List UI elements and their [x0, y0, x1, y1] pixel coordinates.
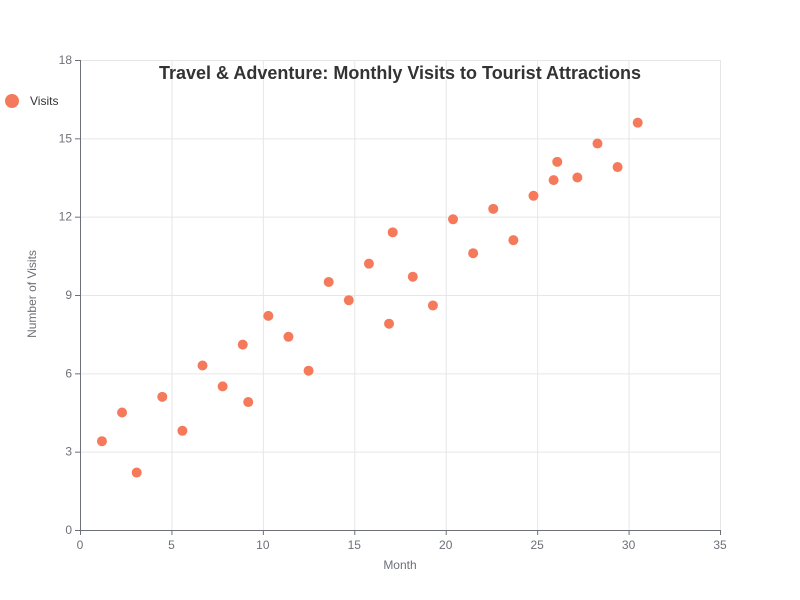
data-point[interactable]: [157, 391, 168, 402]
data-point[interactable]: [131, 467, 142, 478]
y-tick-label: 0: [65, 523, 72, 537]
x-tick-label: 5: [168, 538, 175, 552]
data-point[interactable]: [387, 227, 398, 238]
data-point[interactable]: [263, 310, 274, 321]
data-point[interactable]: [548, 175, 559, 186]
y-tick-label: 15: [59, 131, 73, 145]
y-tick-label: 9: [65, 288, 72, 302]
data-point[interactable]: [488, 203, 499, 214]
data-point[interactable]: [448, 214, 459, 225]
data-point[interactable]: [592, 138, 603, 149]
grid: [80, 60, 721, 531]
y-tick-label: 18: [59, 53, 73, 67]
legend-label-visits: Visits: [30, 94, 58, 108]
data-point[interactable]: [303, 365, 314, 376]
data-point[interactable]: [612, 162, 623, 173]
data-point[interactable]: [217, 381, 228, 392]
chart-title: Travel & Adventure: Monthly Visits to To…: [159, 63, 641, 83]
y-axis-label: Number of Visits: [25, 250, 39, 338]
data-point[interactable]: [243, 397, 254, 408]
data-point[interactable]: [237, 339, 248, 350]
data-point[interactable]: [96, 436, 107, 447]
x-tick-label: 30: [622, 538, 636, 552]
y-tick-label: 12: [59, 210, 73, 224]
data-point[interactable]: [632, 117, 643, 128]
data-point[interactable]: [323, 276, 334, 287]
data-point[interactable]: [572, 172, 583, 183]
y-tick-label: 6: [65, 366, 72, 380]
tick-labels: 0 5 10 15 20 25 30 35 0 3 6 9 12 15 18: [59, 53, 727, 552]
axes: [75, 60, 721, 535]
data-point[interactable]: [197, 360, 208, 371]
x-tick-label: 35: [713, 538, 727, 552]
data-point[interactable]: [552, 156, 563, 167]
x-tick-label: 10: [256, 538, 270, 552]
data-point[interactable]: [468, 248, 479, 259]
y-tick-label: 3: [65, 445, 72, 459]
data-point[interactable]: [407, 271, 418, 282]
x-tick-label: 25: [530, 538, 544, 552]
data-point[interactable]: [528, 190, 539, 201]
data-point[interactable]: [363, 258, 374, 269]
x-tick-label: 20: [439, 538, 453, 552]
data-point[interactable]: [343, 295, 354, 306]
data-point[interactable]: [283, 331, 294, 342]
x-axis-label: Month: [383, 558, 416, 572]
x-tick-label: 0: [77, 538, 84, 552]
data-points: [96, 117, 643, 478]
data-point[interactable]: [117, 407, 128, 418]
legend-marker-visits: [5, 94, 19, 108]
data-point[interactable]: [384, 318, 395, 329]
legend[interactable]: Visits: [5, 94, 58, 108]
data-point[interactable]: [427, 300, 438, 311]
x-tick-label: 15: [348, 538, 362, 552]
data-point[interactable]: [508, 235, 519, 246]
data-point[interactable]: [177, 425, 188, 436]
